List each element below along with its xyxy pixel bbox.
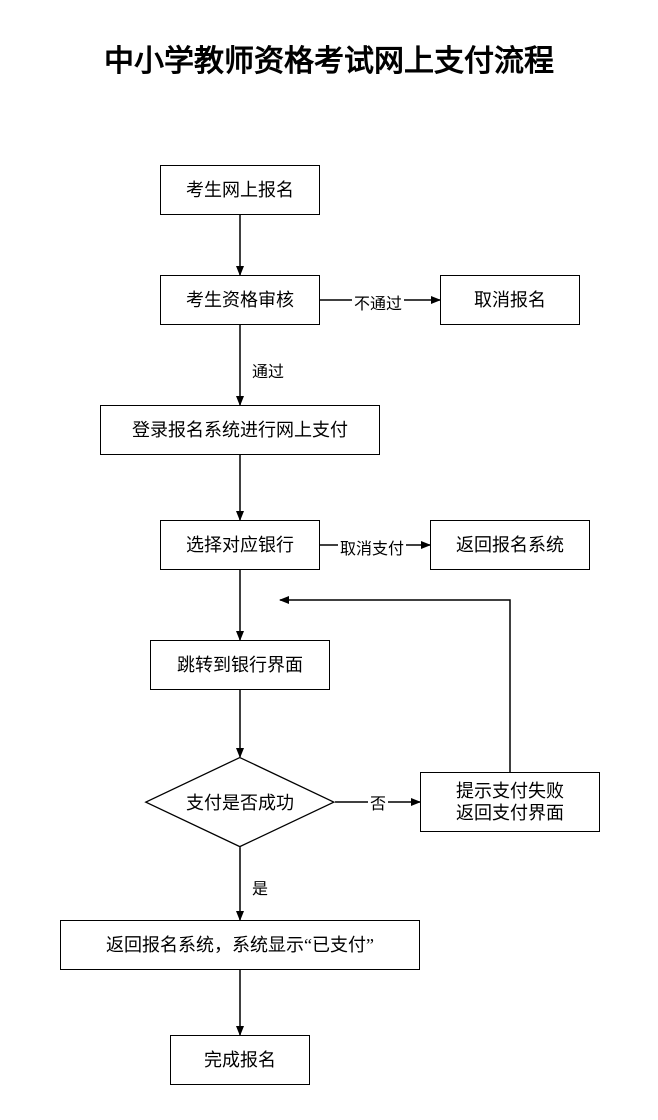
flowchart-node-n7: 跳转到银行界面 [150, 640, 330, 690]
flowchart-edge-label: 不通过 [352, 290, 404, 314]
flowchart-node-n10: 返回报名系统，系统显示“已支付” [60, 920, 420, 970]
page-title: 中小学教师资格考试网上支付流程 [0, 36, 658, 80]
flowchart-node-label: 选择对应银行 [186, 534, 294, 557]
flowchart-node-label: 考生网上报名 [186, 179, 294, 202]
flowchart-node-label: 提示支付失败 返回支付界面 [456, 780, 564, 825]
flowchart-node-label: 取消报名 [474, 289, 546, 312]
flowchart-page: 中小学教师资格考试网上支付流程 考生网上报名考生资格审核 取消报名登录报名系统进行… [0, 0, 658, 1120]
flowchart-node-n4: 登录报名系统进行网上支付 [100, 405, 380, 455]
flowchart-edge-label: 通过 [250, 358, 286, 382]
flowchart-node-n9: 提示支付失败 返回支付界面 [420, 772, 600, 832]
flowchart-node-n3: 取消报名 [440, 275, 580, 325]
flowchart-node-n8: 支付是否成功 [145, 757, 335, 847]
flowchart-node-label: 返回报名系统，系统显示“已支付” [106, 934, 374, 957]
flowchart-edge-label: 取消支付 [338, 535, 406, 559]
flowchart-node-label: 返回报名系统 [456, 534, 564, 557]
flowchart-node-label: 考生资格审核 [186, 289, 294, 312]
flowchart-node-label: 跳转到银行界面 [177, 654, 303, 677]
flowchart-node-label: 登录报名系统进行网上支付 [132, 419, 348, 442]
flowchart-edge-label: 是 [250, 875, 270, 899]
flowchart-node-label: 支付是否成功 [145, 789, 335, 815]
flowchart-node-n2: 考生资格审核 [160, 275, 320, 325]
flowchart-edge-label: 否 [368, 790, 388, 814]
flowchart-node-n1: 考生网上报名 [160, 165, 320, 215]
flowchart-node-label: 完成报名 [204, 1049, 276, 1072]
flowchart-node-n6: 返回报名系统 [430, 520, 590, 570]
flowchart-node-n5: 选择对应银行 [160, 520, 320, 570]
flowchart-node-n11: 完成报名 [170, 1035, 310, 1085]
